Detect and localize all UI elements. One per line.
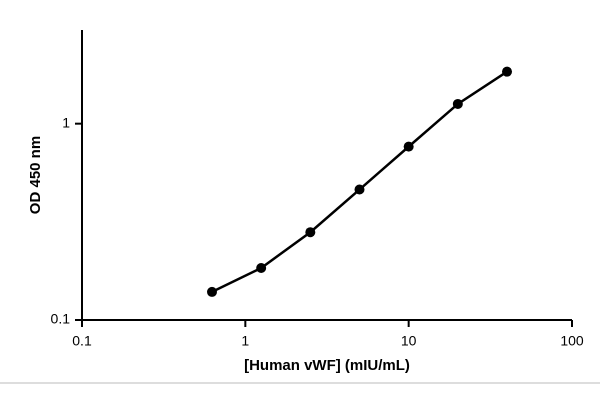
- y-axis-label: OD 450 nm: [27, 136, 44, 214]
- x-tick-label: 100: [560, 333, 584, 349]
- y-tick-label: 1: [62, 114, 70, 130]
- point: [206, 286, 217, 297]
- point: [502, 66, 513, 77]
- x-tick-label: 10: [401, 333, 417, 349]
- point: [403, 141, 414, 152]
- point: [354, 184, 365, 195]
- point: [256, 263, 267, 274]
- x-tick-label: 0.1: [72, 333, 92, 349]
- x-axis-label: [Human vWF] (mIU/mL): [244, 357, 410, 374]
- y-tick-label: 0.1: [51, 311, 71, 327]
- point: [305, 227, 316, 238]
- x-tick-label: 1: [241, 333, 249, 349]
- point: [452, 98, 463, 109]
